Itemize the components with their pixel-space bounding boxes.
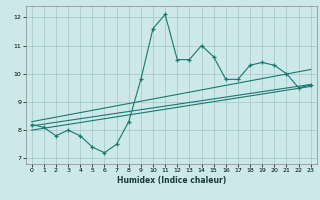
X-axis label: Humidex (Indice chaleur): Humidex (Indice chaleur): [116, 176, 226, 185]
